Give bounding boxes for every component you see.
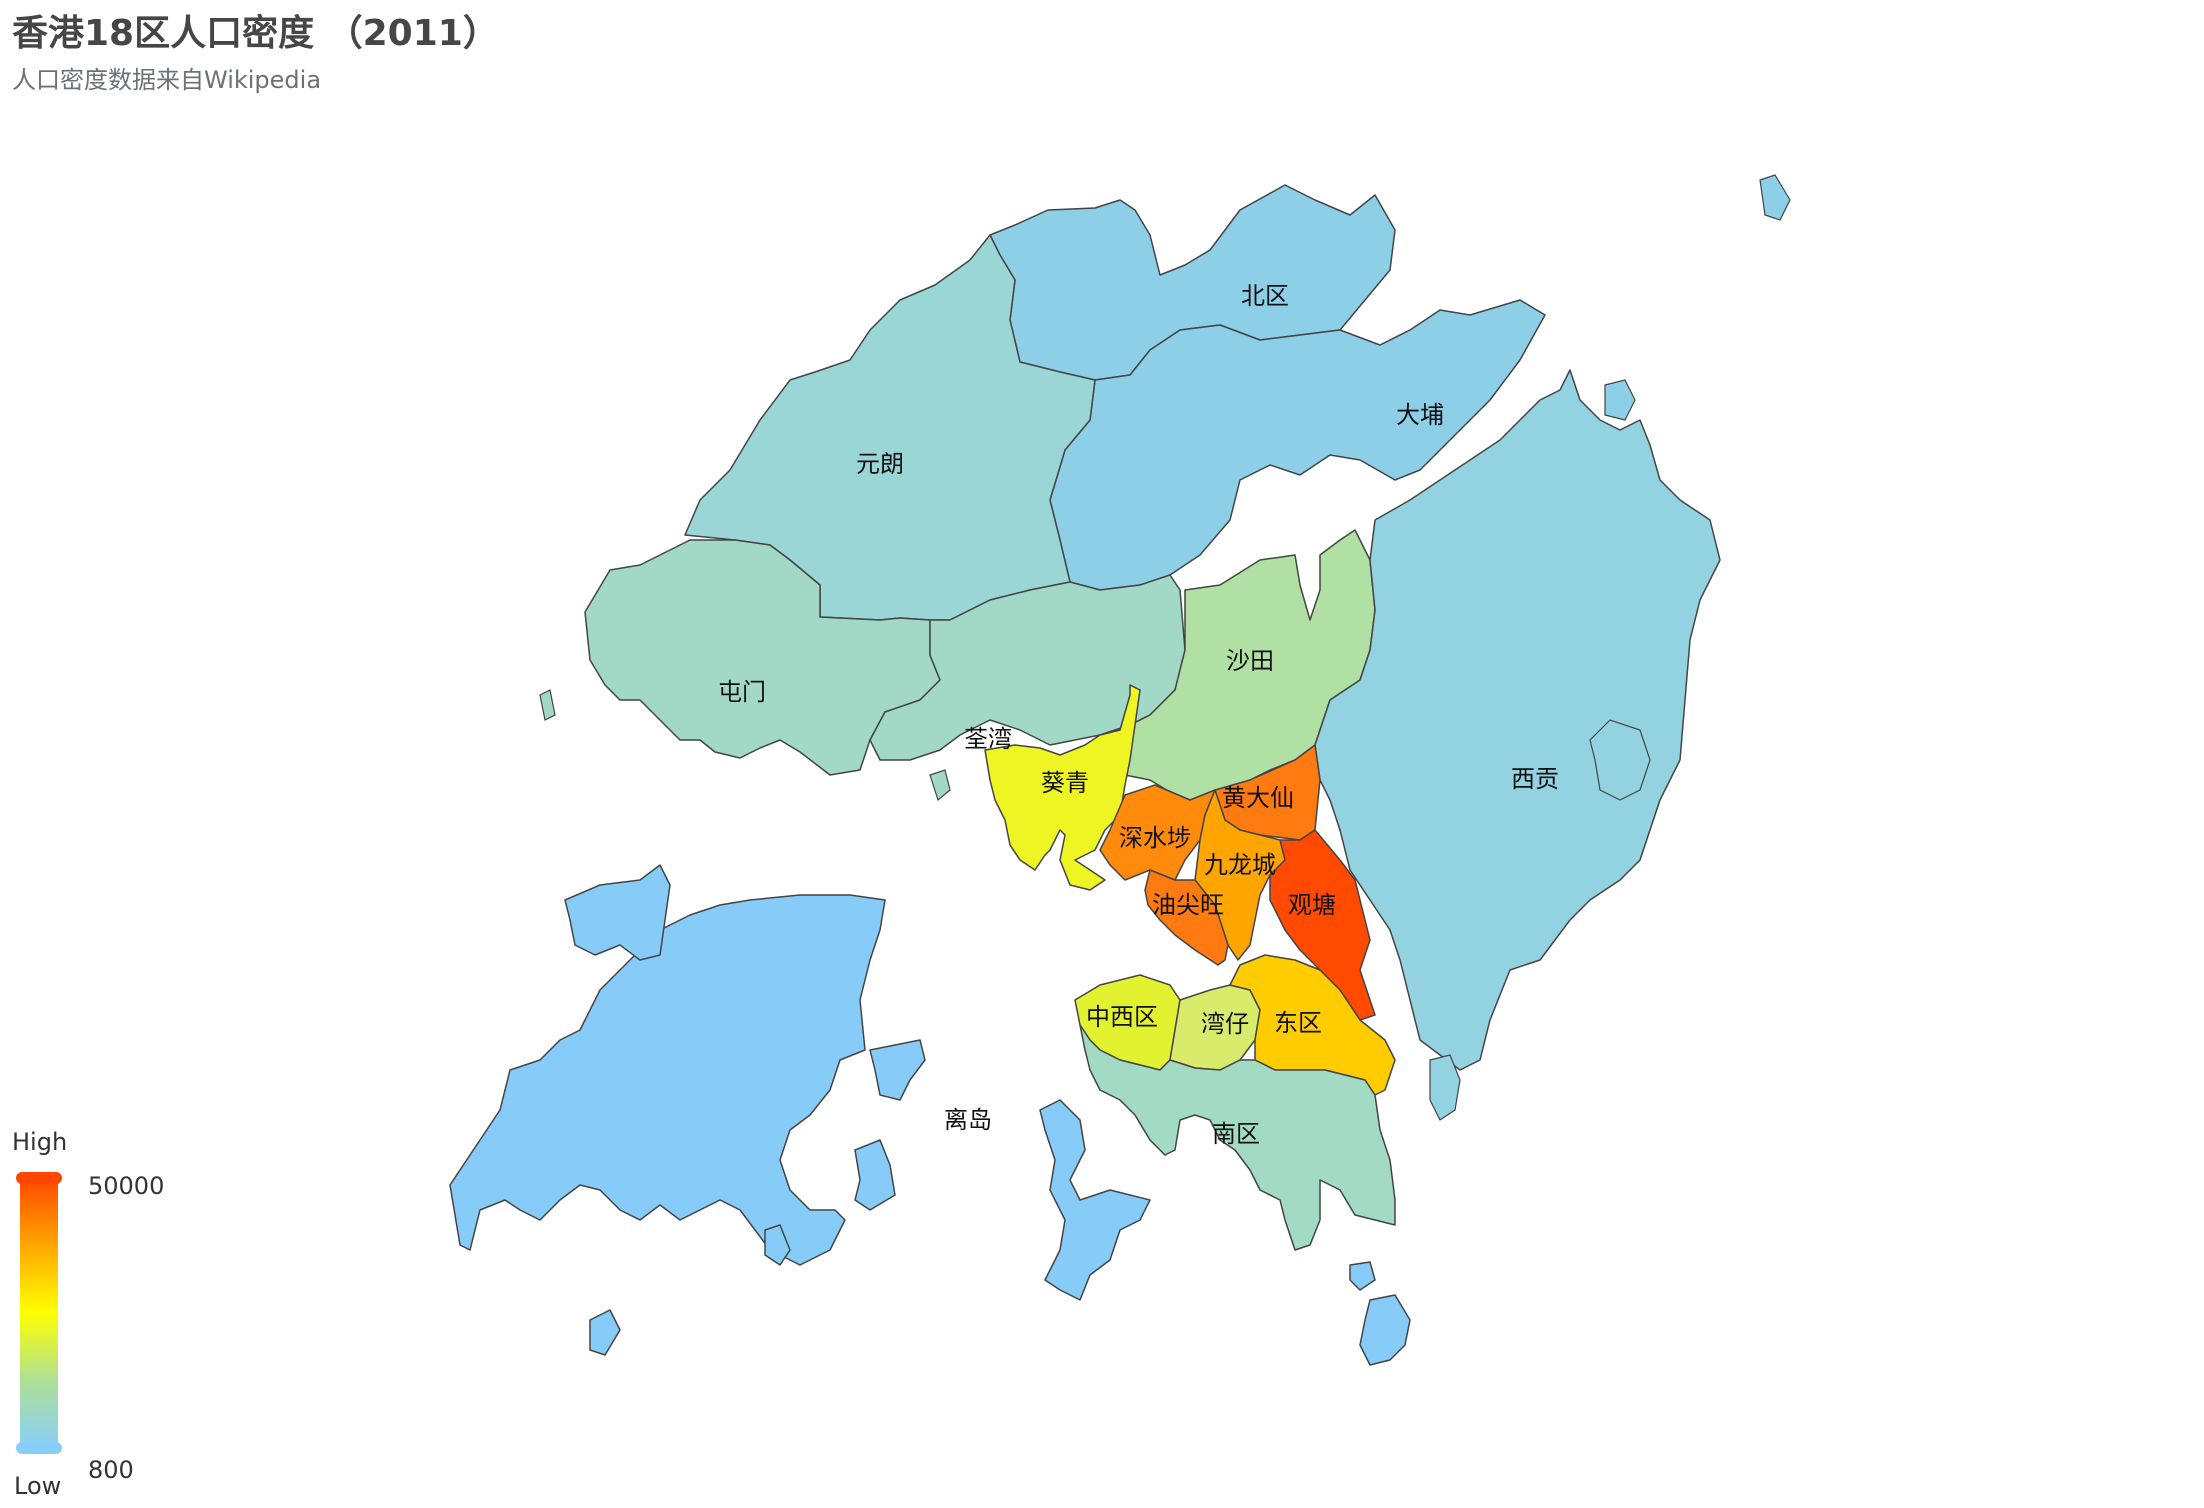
district-islands-ninepin[interactable] [1349, 1261, 1376, 1291]
district-islands-cheung-chau[interactable] [854, 1139, 896, 1211]
visual-map-max-value: 50000 [88, 1172, 165, 1200]
label-islands: 离岛 [944, 1106, 992, 1134]
chart-subtitle: 人口密度数据来自Wikipedia [12, 66, 322, 94]
district-islands-peng-chau[interactable] [869, 1039, 926, 1101]
island-north-east [1759, 174, 1791, 221]
district-kwai-tsing[interactable] [984, 684, 1141, 891]
island-tai-po-north [1604, 379, 1636, 421]
island-sai-kung-south [1429, 1054, 1461, 1121]
chart-title: 香港18区人口密度 （2011） [12, 13, 499, 54]
district-sham-shui-po[interactable] [1099, 784, 1216, 881]
district-islands-po-toi[interactable] [1359, 1294, 1411, 1366]
district-yau-tsim-mong[interactable] [1144, 869, 1229, 966]
visual-map-gradient-bar [20, 1176, 58, 1448]
visual-map-high-label: High [12, 1128, 68, 1156]
district-islands-north-lantau[interactable] [564, 864, 671, 961]
visual-map: High 50000 800 Low [10, 1128, 170, 1508]
district-sai-kung[interactable] [1314, 369, 1721, 1071]
visual-map-low-label: Low [14, 1472, 62, 1500]
visual-map-min-handle[interactable] [16, 1442, 62, 1454]
district-islands[interactable] [449, 894, 886, 1266]
district-islands-south[interactable] [764, 1224, 791, 1266]
island-tuen-mun-west [539, 689, 556, 721]
district-kwun-tong[interactable] [1269, 829, 1376, 1021]
district-wan-chai[interactable] [1169, 984, 1261, 1071]
visual-map-max-handle[interactable] [16, 1172, 62, 1184]
district-islands-soko[interactable] [589, 1309, 621, 1356]
visual-map-min-value: 800 [88, 1456, 134, 1484]
district-southern[interactable] [1079, 1024, 1396, 1251]
island-tsing-yi-west [929, 769, 951, 802]
district-islands-lamma[interactable] [1039, 1099, 1151, 1301]
island-sai-kung-east [1589, 719, 1651, 801]
